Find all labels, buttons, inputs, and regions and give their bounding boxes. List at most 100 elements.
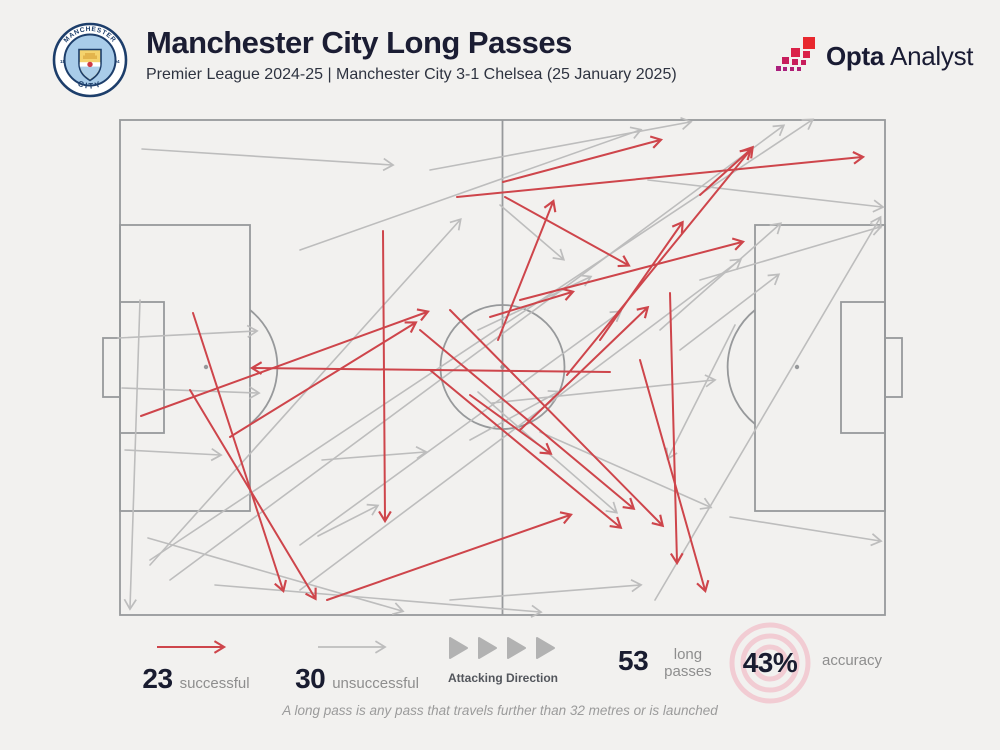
- pass-arrow-unsuccessful: [665, 324, 736, 461]
- pass-arrow-unsuccessful: [117, 324, 259, 339]
- pass-arrow-successful: [699, 147, 753, 196]
- successful-arrow-icon: [157, 640, 227, 654]
- pass-arrow-unsuccessful: [729, 516, 883, 547]
- pass-arrow-successful: [639, 359, 710, 594]
- pass-arrow-unsuccessful: [469, 390, 561, 441]
- pass-arrow-unsuccessful: [429, 116, 693, 171]
- pass-arrow-successful: [419, 329, 636, 511]
- bullseye-icon: [729, 622, 811, 704]
- opta-logo-icon: [776, 37, 815, 71]
- badge-castle: [85, 53, 95, 59]
- pitch-outline: [119, 119, 886, 616]
- pass-arrow-unsuccessful: [477, 391, 619, 514]
- pass-arrow-unsuccessful: [679, 273, 781, 351]
- pass-arrow-unsuccessful: [149, 118, 815, 561]
- center-spot: [500, 364, 505, 370]
- pass-arrow-successful: [449, 309, 665, 528]
- successful-count: 23: [142, 663, 173, 694]
- left-penalty-area: [119, 224, 251, 512]
- pass-arrow-unsuccessful: [317, 503, 380, 537]
- pass-arrow-unsuccessful: [699, 222, 883, 281]
- pass-arrow-successful: [192, 312, 287, 593]
- pass-arrow-unsuccessful: [321, 446, 428, 461]
- pass-arrow-unsuccessful: [149, 217, 462, 566]
- pass-arrow-unsuccessful: [659, 222, 783, 331]
- pass-arrow-successful: [249, 361, 611, 375]
- title-block: Manchester City Long Passes Premier Leag…: [146, 25, 677, 84]
- pass-arrow-unsuccessful: [169, 124, 786, 581]
- left-goal: [102, 337, 121, 398]
- pass-arrows-layer: [117, 116, 885, 618]
- pass-arrow-unsuccessful: [124, 447, 223, 462]
- right-penalty-spot: [794, 364, 800, 370]
- left-penalty-spot: [203, 364, 209, 370]
- pass-arrow-successful: [489, 287, 575, 318]
- right-penalty-arc: [726, 309, 756, 425]
- pass-arrow-unsuccessful: [141, 148, 395, 172]
- pass-arrow-unsuccessful: [147, 537, 405, 616]
- right-goal: [884, 337, 903, 398]
- unsuccessful-arrow-icon: [318, 640, 387, 654]
- badge-rose: [87, 61, 93, 68]
- right-six-yard-box: [840, 301, 886, 434]
- pass-arrow-successful: [456, 151, 866, 198]
- pass-arrow-successful: [326, 511, 573, 601]
- pass-arrow-unsuccessful: [477, 274, 593, 331]
- left-penalty-arc: [249, 309, 279, 425]
- pass-arrow-unsuccessful: [491, 374, 717, 404]
- pass-arrow-successful: [669, 292, 684, 566]
- pass-arrow-unsuccessful: [449, 579, 643, 601]
- page-title: Manchester City Long Passes: [146, 25, 572, 60]
- right-penalty-area: [754, 224, 886, 512]
- successful-label: successful: [179, 675, 250, 692]
- legend-unsuccessful: 30 unsuccessful: [282, 640, 432, 695]
- page-subtitle: Premier League 2024-25 | Manchester City…: [146, 65, 677, 83]
- manchester-city-badge: MANCHESTER CITY 18 94: [52, 22, 128, 98]
- pass-arrow-unsuccessful: [647, 179, 885, 213]
- total-count: 53: [618, 645, 649, 676]
- pass-arrow-successful: [229, 321, 418, 438]
- pass-arrow-unsuccessful: [654, 215, 882, 601]
- pass-arrow-unsuccessful: [299, 126, 643, 251]
- pass-arrow-unsuccessful: [499, 204, 566, 261]
- accuracy-value: 43%: [742, 647, 798, 678]
- pass-arrow-successful: [497, 199, 557, 341]
- pass-arrow-successful: [502, 135, 664, 183]
- pass-arrow-unsuccessful: [539, 431, 713, 510]
- legend-attacking-direction: Attacking Direction: [448, 637, 568, 685]
- pass-arrow-successful: [566, 145, 754, 376]
- badge-year-left: 18: [60, 59, 66, 64]
- pass-arrow-successful: [469, 394, 553, 455]
- opta-logo-text: Opta Analyst: [826, 40, 974, 72]
- pass-arrow-successful: [189, 389, 317, 601]
- accuracy-label: accuracy: [822, 652, 883, 669]
- pass-arrow-successful: [519, 305, 650, 431]
- pass-arrow-successful: [504, 196, 631, 268]
- legend-successful: 23 successful: [128, 640, 264, 695]
- legend-accuracy: 43% accuracy: [722, 621, 952, 705]
- badge-year-right: 94: [115, 59, 121, 64]
- center-circle: [439, 304, 566, 430]
- pass-arrow-successful: [599, 220, 684, 341]
- pass-arrow-unsuccessful: [214, 584, 543, 618]
- attacking-direction-icon: [449, 637, 555, 659]
- pass-arrow-successful: [519, 237, 746, 301]
- pass-arrow-unsuccessful: [299, 310, 623, 546]
- opta-analyst-logo: Opta Analyst: [776, 36, 974, 76]
- unsuccessful-label: unsuccessful: [332, 675, 419, 692]
- pitch: [102, 119, 903, 616]
- total-label: long passes: [664, 646, 712, 680]
- brand-name-regular: Analyst: [890, 40, 974, 71]
- pass-arrow-successful: [429, 369, 623, 529]
- badge-bottom-text: CITY: [77, 79, 104, 91]
- pass-arrow-unsuccessful: [299, 258, 743, 591]
- attacking-direction-label: Attacking Direction: [448, 671, 559, 685]
- left-six-yard-box: [119, 301, 165, 434]
- pass-arrow-unsuccessful: [123, 299, 141, 611]
- unsuccessful-count: 30: [295, 663, 326, 694]
- brand-name-bold: Opta: [826, 40, 885, 71]
- pass-arrow-successful: [140, 308, 430, 417]
- badge-shield: [78, 48, 102, 82]
- pass-arrow-successful: [378, 230, 392, 524]
- footer-note: A long pass is any pass that travels fur…: [282, 703, 718, 718]
